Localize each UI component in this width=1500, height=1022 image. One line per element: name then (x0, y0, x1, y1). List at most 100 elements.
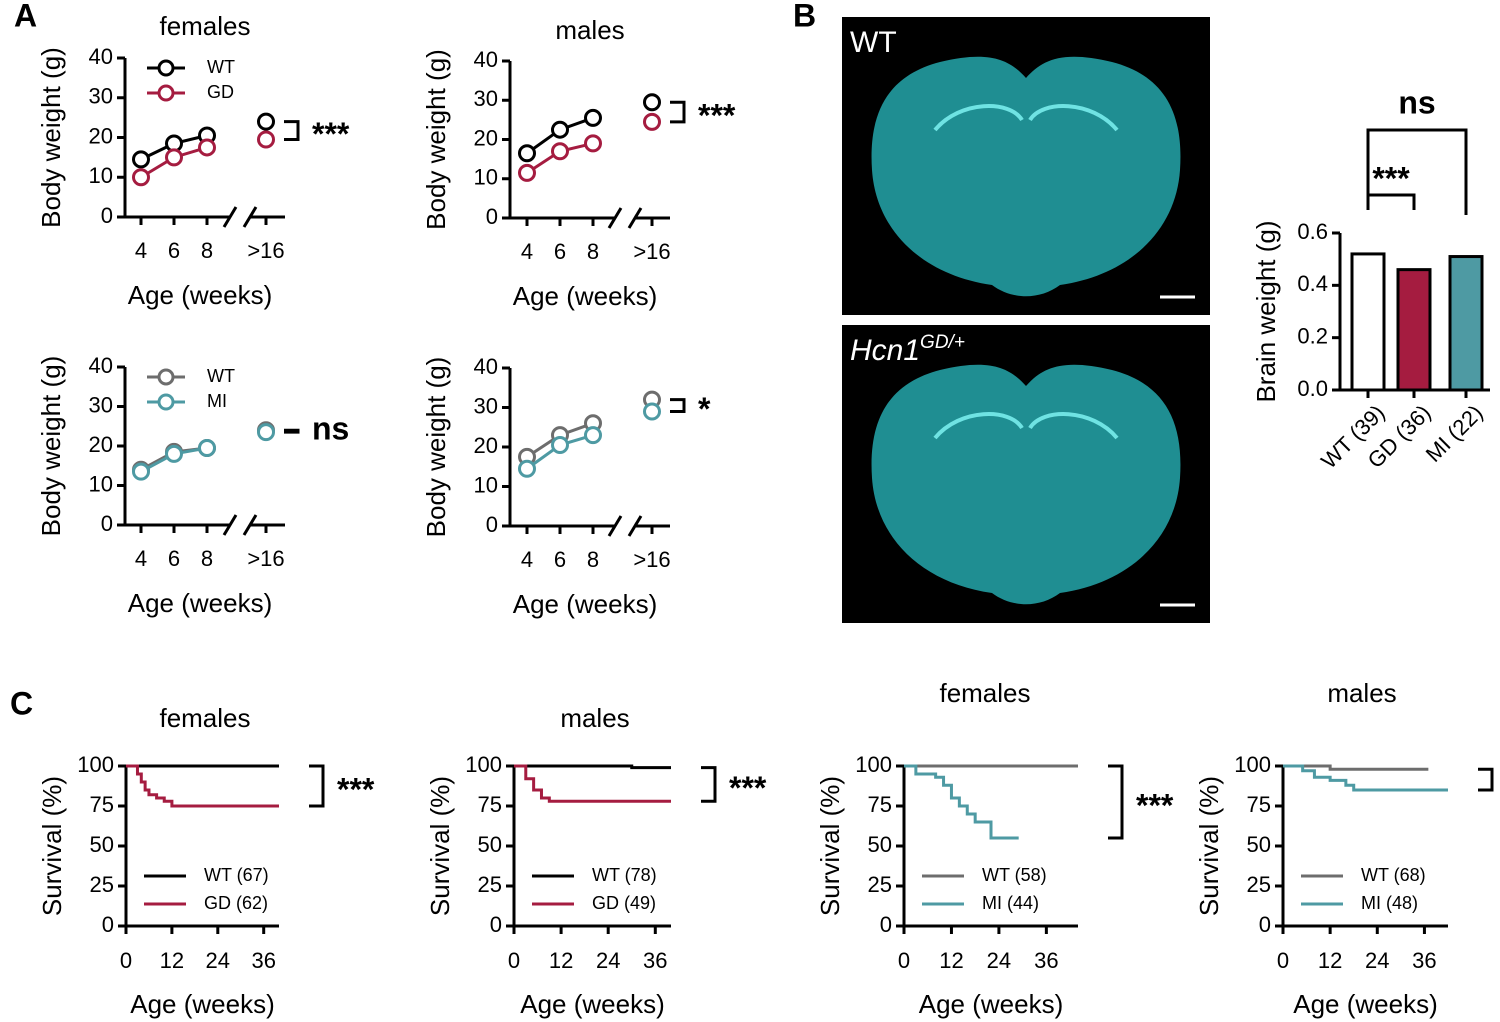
y-tick-label: 20 (474, 125, 498, 150)
legend-label: GD (62) (204, 893, 268, 913)
significance-bracket (284, 428, 300, 434)
x-tick-label: 0 (508, 948, 520, 973)
significance-bracket (1108, 764, 1124, 840)
y-tick-label: 50 (868, 832, 892, 857)
y-tick-label: 0.0 (1297, 376, 1328, 401)
x-axis-label: Age (weeks) (130, 989, 275, 1019)
significance-bracket (670, 398, 686, 413)
y-tick-label: 10 (89, 163, 113, 188)
x-tick-label: 24 (1365, 948, 1389, 973)
y-tick-label: 0 (486, 512, 498, 537)
y-tick-label: 100 (855, 752, 892, 777)
y-tick-label: 10 (89, 471, 113, 496)
data-point (165, 444, 183, 463)
legend-marker (157, 368, 175, 386)
data-point (584, 108, 602, 127)
brain-image: WT (842, 17, 1210, 315)
significance-bracket (670, 100, 686, 124)
y-axis-label: Body weight (g) (421, 49, 451, 230)
x-tick-label: 24 (987, 948, 1011, 973)
axis-break (222, 206, 238, 228)
x-tick-label: 12 (549, 948, 573, 973)
survival-curve (1283, 764, 1448, 792)
data-point (132, 168, 150, 187)
y-tick-label: 25 (868, 872, 892, 897)
y-tick-label: 30 (474, 393, 498, 418)
legend-marker (157, 84, 175, 102)
y-tick-label: 30 (474, 86, 498, 111)
x-axis-label: Age (weeks) (513, 281, 658, 311)
data-point (257, 423, 275, 442)
y-tick-label: 10 (474, 165, 498, 190)
y-axis-label: Survival (%) (425, 776, 455, 916)
data-point (198, 438, 216, 457)
data-point (518, 163, 536, 182)
x-axis-label: Age (weeks) (1293, 989, 1438, 1019)
legend-label: WT (78) (592, 865, 657, 885)
legend-label: GD (49) (592, 893, 656, 913)
axis-break (242, 206, 258, 228)
significance-bracket (701, 766, 717, 803)
significance-bracket (1366, 128, 1468, 215)
x-tick-label: 8 (587, 547, 599, 572)
data-point (132, 462, 150, 481)
significance-label: *** (1136, 787, 1174, 823)
y-tick-label: 50 (478, 832, 502, 857)
y-tick-label: 40 (474, 354, 498, 379)
chart-title: males (560, 703, 629, 733)
chart-title: males (555, 15, 624, 45)
survival-curve (126, 764, 279, 808)
image-label: Hcn1GD/+ (850, 332, 965, 367)
x-tick-label: 4 (135, 238, 147, 263)
y-tick-label: 100 (465, 752, 502, 777)
survival-curve (1283, 764, 1429, 771)
significance-label: * (698, 391, 711, 427)
x-tick-label: 36 (1412, 948, 1436, 973)
y-tick-label: 30 (89, 392, 113, 417)
y-tick-label: 75 (90, 792, 114, 817)
chart-title: females (159, 11, 250, 41)
y-axis-label: Body weight (g) (421, 357, 451, 538)
x-tick-label: 0 (120, 948, 132, 973)
significance-bracket (309, 764, 325, 808)
significance-label: *** (337, 771, 375, 807)
x-tick-label: 8 (201, 238, 213, 263)
y-tick-label: 75 (868, 792, 892, 817)
chart-title: females (939, 678, 1030, 708)
data-point (584, 426, 602, 445)
bar (1448, 255, 1484, 392)
y-tick-label: 25 (1247, 872, 1271, 897)
significance-bracket (1366, 193, 1416, 210)
x-tick-label: 12 (160, 948, 184, 973)
significance-bracket (284, 120, 300, 141)
image-label-main: Hcn1 (850, 334, 920, 367)
data-point (257, 130, 275, 149)
data-point (643, 112, 661, 131)
axis-break (607, 207, 623, 229)
y-tick-label: 0 (1259, 912, 1271, 937)
legend-label: WT (68) (1361, 865, 1426, 885)
survival-curve (904, 764, 1019, 840)
x-tick-label: 4 (135, 546, 147, 571)
data-point (584, 134, 602, 153)
x-tick-label: 36 (1034, 948, 1058, 973)
x-tick-label: >16 (633, 239, 670, 264)
axis-break (607, 515, 623, 537)
y-tick-label: 0.2 (1297, 323, 1328, 348)
y-tick-label: 0.6 (1297, 219, 1328, 244)
axis-break (222, 514, 238, 536)
legend-label: WT (67) (204, 865, 269, 885)
legend-label: WT (207, 57, 235, 77)
x-tick-label: 4 (521, 547, 533, 572)
y-tick-label: 25 (478, 872, 502, 897)
legend-label: MI (48) (1361, 893, 1418, 913)
data-point (165, 148, 183, 167)
axis-break (627, 515, 643, 537)
bar (1350, 252, 1386, 392)
data-point (198, 138, 216, 157)
significance-label: *** (698, 97, 736, 133)
x-axis-label: Age (weeks) (919, 989, 1064, 1019)
x-tick-label: >16 (247, 546, 284, 571)
legend-label: WT (207, 366, 235, 386)
x-axis-label: Age (weeks) (520, 989, 665, 1019)
